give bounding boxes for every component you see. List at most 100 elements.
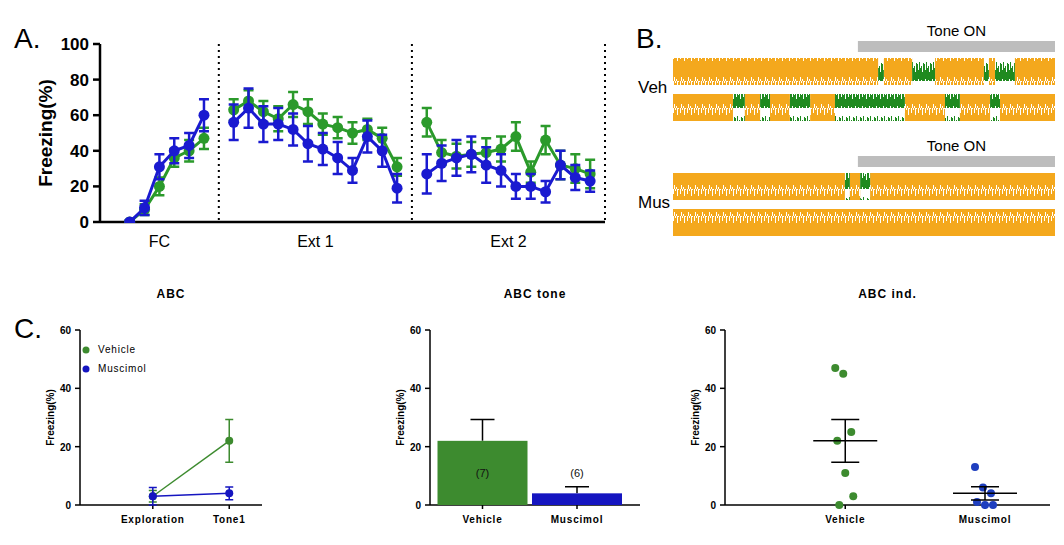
x-axis-line (725, 504, 1050, 506)
freezing-epoch (995, 58, 1015, 85)
error-bar (511, 174, 521, 199)
y-tick (720, 329, 725, 331)
data-point (421, 168, 432, 179)
data-point (466, 149, 477, 160)
data-point (184, 140, 195, 151)
section-label: Ext 1 (297, 233, 334, 250)
y-tick (720, 446, 725, 448)
section-separator (604, 44, 606, 222)
section-separator (218, 44, 220, 222)
y-tick-label: 0 (415, 500, 421, 511)
data-point (302, 138, 313, 149)
data-point (525, 181, 536, 192)
series (149, 487, 233, 505)
error-bar (169, 138, 179, 163)
series-line (130, 108, 590, 222)
error-bar (565, 487, 589, 494)
error-bar (831, 420, 859, 463)
freezing-background (984, 58, 989, 85)
data-point (317, 119, 328, 130)
plot-area (813, 364, 1017, 509)
chart-title: ABC ind. (858, 287, 917, 301)
data-point (971, 463, 979, 471)
series (149, 420, 233, 503)
y-axis: 0204060Freezing(%) (395, 325, 430, 511)
x-tick (228, 505, 230, 509)
data-point (317, 144, 328, 155)
series-line (153, 441, 229, 496)
tone-label: Tone ON (927, 22, 986, 39)
data-point (570, 172, 581, 183)
data-point (989, 501, 997, 509)
error-bar (333, 117, 343, 138)
data-point (555, 160, 566, 171)
freezing-background (990, 94, 1000, 121)
tone-label: Tone ON (927, 137, 986, 154)
data-point (392, 161, 403, 172)
group-label: Veh (638, 78, 667, 97)
series (124, 90, 595, 223)
legend-marker (83, 366, 90, 373)
y-tick (720, 504, 725, 506)
y-tick (720, 388, 725, 390)
error-bar (471, 420, 495, 441)
y-tick-label: 60 (705, 325, 717, 336)
data-point (979, 484, 987, 492)
data-point (149, 492, 157, 500)
error-bar (971, 487, 999, 500)
freezing-epoch (760, 94, 770, 121)
error-bar (541, 126, 551, 154)
y-axis-label: Freezing(%) (45, 389, 56, 446)
data-point (831, 364, 839, 372)
y-tick-label: 40 (410, 383, 422, 394)
x-axis-line (100, 221, 605, 224)
data-point (225, 437, 233, 445)
y-axis-label: Freezing(%) (395, 389, 406, 446)
data-point (288, 99, 299, 110)
freezing-background (760, 94, 770, 121)
error-bar (288, 113, 298, 145)
bar (532, 493, 622, 505)
error-bar (273, 108, 283, 140)
data-point (362, 131, 373, 142)
data-point (421, 117, 432, 128)
data-point (347, 128, 358, 139)
y-tick-label: 0 (65, 500, 71, 511)
chart-title: ABC (157, 287, 186, 301)
error-bar (526, 174, 536, 199)
x-tick-label: Vehicle (462, 514, 502, 525)
data-point (510, 131, 521, 142)
freezing-epoch (860, 173, 870, 200)
freezing-epoch (790, 94, 810, 121)
error-bar (303, 99, 313, 124)
error-bar (422, 154, 432, 193)
error-bar (585, 170, 595, 191)
data-point (841, 469, 849, 477)
data-point (540, 186, 551, 197)
tone-bar (858, 41, 1055, 52)
series-line (130, 101, 590, 222)
x-tick (482, 505, 484, 509)
figure: A.020406080100Freezing(%)FCExt 1Ext 2C.A… (0, 0, 1064, 545)
error-bar (318, 133, 328, 165)
error-bar (437, 145, 447, 181)
freezing-background (945, 94, 960, 121)
data-point (332, 152, 343, 163)
bar-annotation: (7) (476, 467, 489, 479)
data-point (139, 202, 150, 213)
y-tick-label: 0 (710, 500, 716, 511)
activity-trace (673, 58, 1055, 85)
data-point (124, 217, 135, 224)
x-tick (576, 505, 578, 509)
data-point (392, 183, 403, 194)
y-tick-label: 0 (80, 213, 89, 232)
error-bar (481, 147, 491, 183)
y-tick (425, 388, 430, 390)
data-point (481, 160, 492, 171)
error-bar (140, 201, 150, 215)
group-label: Mus (638, 193, 670, 212)
y-tick-label: 40 (705, 383, 717, 394)
x-axis-line (80, 504, 262, 506)
error-bar (555, 151, 565, 179)
y-tick-label: 20 (70, 177, 89, 196)
